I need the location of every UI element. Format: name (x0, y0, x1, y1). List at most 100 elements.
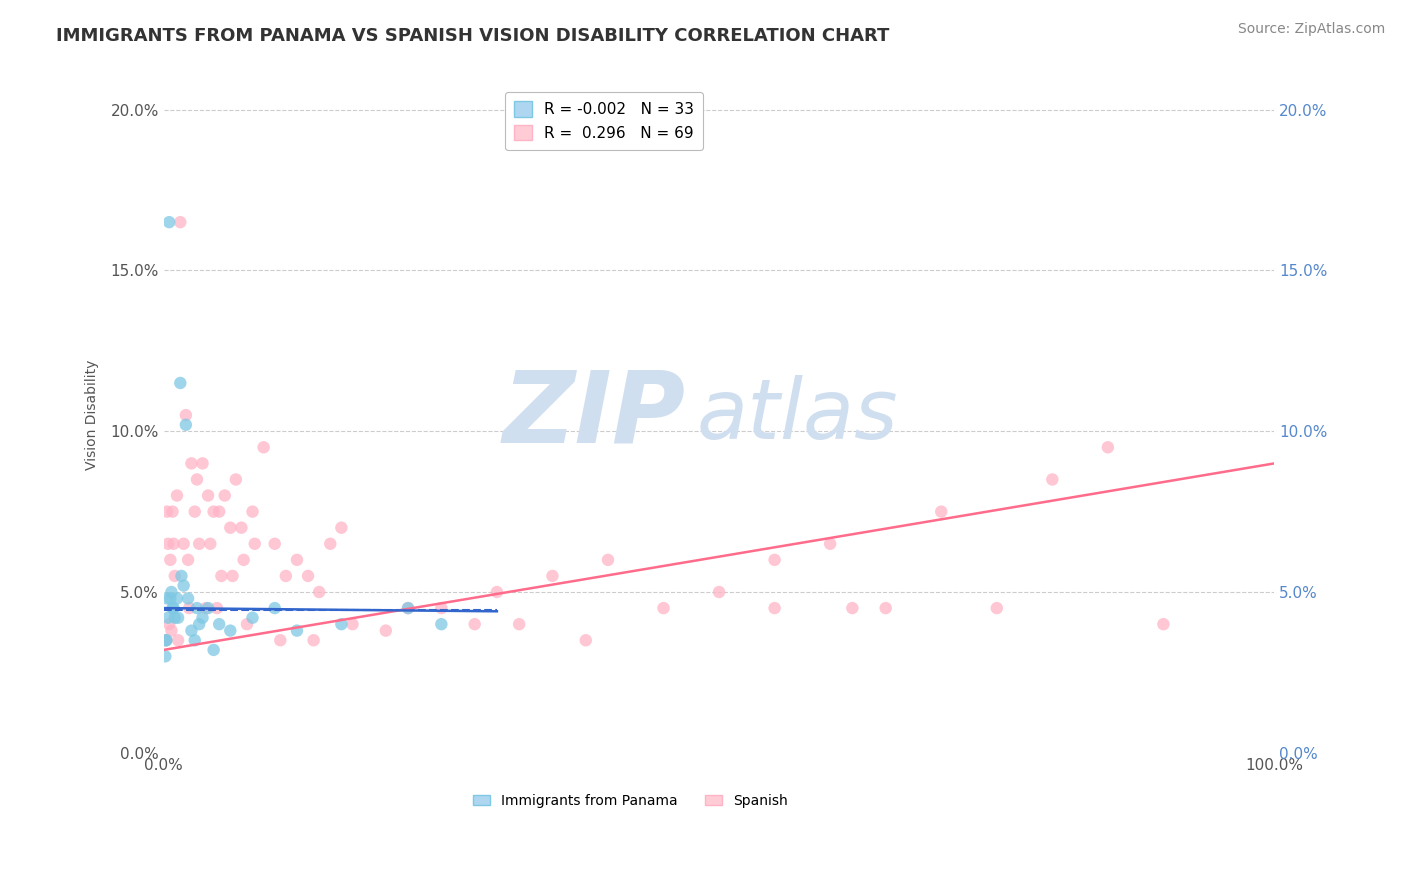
Point (186, 601, 208, 615)
Point (159, 591, 181, 606)
Point (184, 505, 207, 519)
Point (242, 611, 264, 625)
Point (1097, 440, 1119, 454)
Point (169, 215, 191, 229)
Point (156, 591, 179, 606)
Point (929, 505, 952, 519)
Point (219, 624, 242, 638)
Point (157, 537, 180, 551)
Point (169, 376, 191, 390)
Point (252, 440, 274, 454)
Point (163, 569, 186, 583)
Point (188, 617, 211, 632)
Point (173, 578, 195, 592)
Text: atlas: atlas (697, 375, 898, 456)
Point (202, 643, 225, 657)
Point (174, 408, 197, 422)
Point (374, 624, 396, 638)
Point (209, 569, 232, 583)
Point (208, 617, 231, 632)
Point (166, 591, 188, 606)
Point (308, 585, 330, 599)
Point (155, 649, 177, 664)
Point (177, 591, 200, 606)
Point (541, 569, 564, 583)
Point (243, 537, 266, 551)
Point (155, 633, 177, 648)
Text: IMMIGRANTS FROM PANAMA VS SPANISH VISION DISABILITY CORRELATION CHART: IMMIGRANTS FROM PANAMA VS SPANISH VISION… (56, 27, 890, 45)
Point (274, 569, 297, 583)
Point (166, 489, 188, 503)
Point (302, 633, 325, 648)
Point (191, 456, 214, 470)
Point (464, 617, 486, 632)
Point (232, 553, 254, 567)
Point (214, 489, 236, 503)
Point (319, 537, 342, 551)
Point (162, 601, 184, 615)
Point (200, 537, 222, 551)
Point (205, 601, 228, 615)
Point (163, 537, 186, 551)
Legend: Immigrants from Panama, Spanish: Immigrants from Panama, Spanish (467, 789, 793, 814)
Point (285, 553, 308, 567)
Point (1152, 617, 1174, 632)
Y-axis label: Vision Disability: Vision Disability (86, 360, 100, 470)
Point (180, 624, 202, 638)
Point (184, 633, 207, 648)
Point (875, 601, 897, 615)
Point (162, 505, 184, 519)
Point (208, 505, 231, 519)
Point (174, 417, 197, 432)
Point (707, 585, 730, 599)
Point (155, 633, 177, 648)
Point (231, 521, 253, 535)
Text: Source: ZipAtlas.com: Source: ZipAtlas.com (1237, 22, 1385, 37)
Point (297, 569, 319, 583)
Point (986, 601, 1008, 615)
Point (342, 617, 364, 632)
Point (186, 473, 208, 487)
Point (157, 215, 180, 229)
Point (157, 611, 180, 625)
Point (163, 601, 186, 615)
Point (188, 537, 211, 551)
Point (263, 601, 285, 615)
Point (160, 624, 183, 638)
Point (818, 537, 841, 551)
Point (167, 611, 190, 625)
Point (430, 601, 453, 615)
Point (219, 521, 242, 535)
Point (156, 505, 179, 519)
Point (159, 553, 181, 567)
Point (841, 601, 863, 615)
Point (225, 473, 247, 487)
Point (170, 569, 193, 583)
Point (763, 601, 786, 615)
Point (330, 617, 353, 632)
Point (1040, 473, 1063, 487)
Point (197, 601, 219, 615)
Point (167, 633, 190, 648)
Point (155, 633, 177, 648)
Point (180, 456, 202, 470)
Point (173, 537, 195, 551)
Point (236, 617, 259, 632)
Point (763, 553, 786, 567)
Point (197, 489, 219, 503)
Point (430, 617, 453, 632)
Point (163, 611, 186, 625)
Point (575, 633, 598, 648)
Point (202, 505, 225, 519)
Point (242, 505, 264, 519)
Point (177, 553, 200, 567)
Text: ZIP: ZIP (503, 367, 686, 464)
Point (330, 521, 353, 535)
Point (485, 585, 508, 599)
Point (596, 553, 619, 567)
Point (652, 601, 675, 615)
Point (396, 601, 419, 615)
Point (508, 617, 530, 632)
Point (285, 624, 308, 638)
Point (396, 601, 419, 615)
